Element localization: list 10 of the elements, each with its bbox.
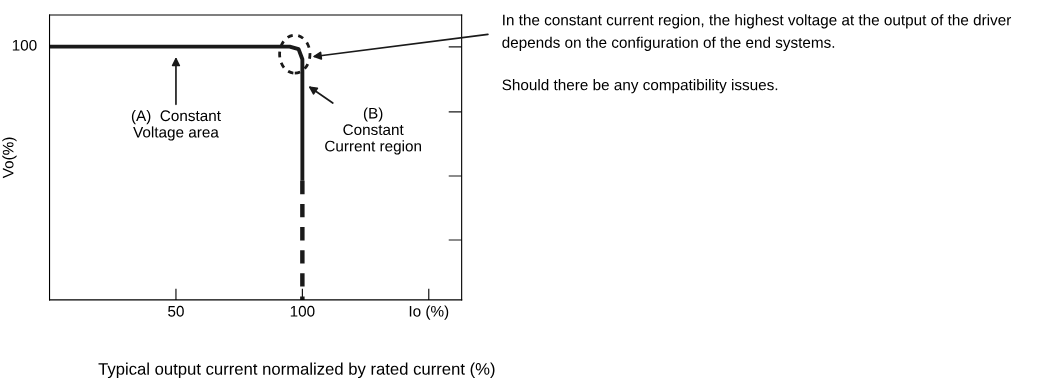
x-tick-label: 100 (290, 305, 315, 317)
x-tick-label: Io (%) (409, 305, 449, 320)
x-tick-label: 50 (168, 305, 184, 317)
y-axis-title: Vo(%) (2, 137, 17, 179)
x-axis-title: Typical output current normalized by rated current (%) (98, 362, 495, 379)
text: 100 (12, 39, 37, 51)
annotation: (A) Constant Voltage area (131, 109, 221, 141)
annotation: (B) Constant Current region (325, 107, 421, 155)
text: Should there be any compatibility issues. (502, 79, 778, 94)
text: In the constant current region, the highest voltage at the output of the driver depends on the configuration of the end systems. (502, 14, 1012, 51)
